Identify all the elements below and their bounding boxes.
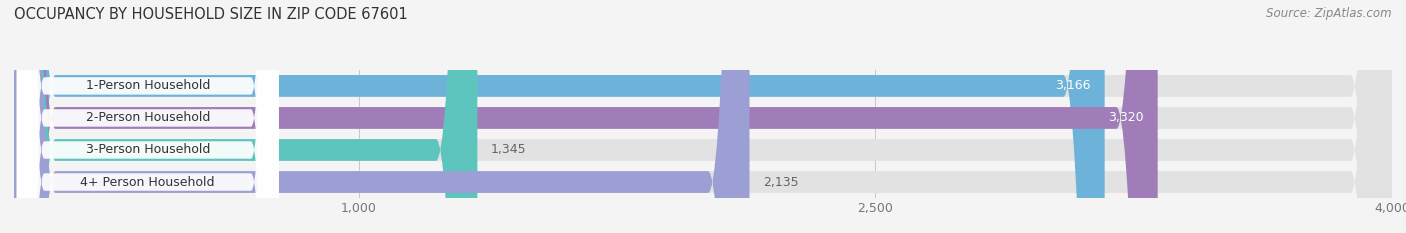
Text: 3,320: 3,320 (1108, 111, 1144, 124)
Text: 3,166: 3,166 (1056, 79, 1091, 93)
FancyBboxPatch shape (14, 0, 1392, 233)
FancyBboxPatch shape (14, 0, 749, 233)
FancyBboxPatch shape (14, 0, 1392, 233)
FancyBboxPatch shape (14, 0, 1157, 233)
FancyBboxPatch shape (17, 0, 278, 233)
FancyBboxPatch shape (17, 0, 278, 233)
Text: 1,345: 1,345 (491, 144, 527, 157)
FancyBboxPatch shape (14, 0, 1392, 233)
FancyBboxPatch shape (14, 0, 1392, 233)
Text: 2,135: 2,135 (763, 175, 799, 188)
Text: 1-Person Household: 1-Person Household (86, 79, 209, 93)
Text: 2-Person Household: 2-Person Household (86, 111, 209, 124)
FancyBboxPatch shape (17, 0, 278, 233)
Text: OCCUPANCY BY HOUSEHOLD SIZE IN ZIP CODE 67601: OCCUPANCY BY HOUSEHOLD SIZE IN ZIP CODE … (14, 7, 408, 22)
Text: 3-Person Household: 3-Person Household (86, 144, 209, 157)
FancyBboxPatch shape (14, 0, 1105, 233)
FancyBboxPatch shape (14, 0, 478, 233)
FancyBboxPatch shape (17, 0, 278, 233)
Text: Source: ZipAtlas.com: Source: ZipAtlas.com (1267, 7, 1392, 20)
Text: 4+ Person Household: 4+ Person Household (80, 175, 215, 188)
